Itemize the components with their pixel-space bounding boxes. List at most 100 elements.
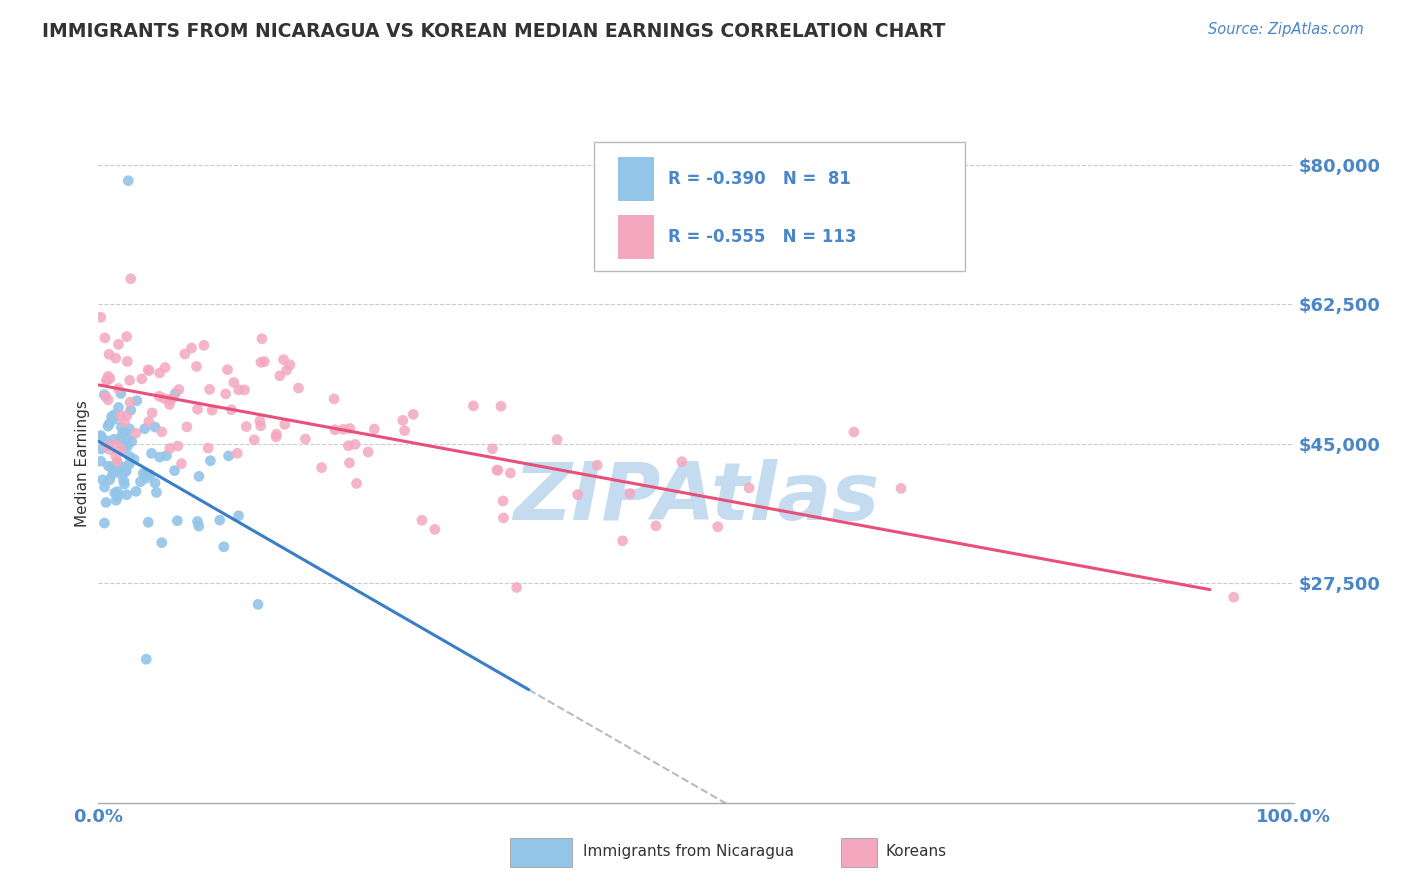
Point — [492, 511, 515, 525]
Point — [145, 485, 167, 500]
Point — [139, 467, 162, 482]
Point — [506, 581, 529, 595]
Point — [94, 331, 117, 345]
Point — [94, 390, 117, 404]
Point — [98, 442, 121, 457]
Point — [110, 409, 132, 423]
Point — [104, 351, 127, 366]
Point — [499, 466, 522, 480]
Point — [226, 446, 249, 460]
Point — [186, 402, 208, 417]
Point — [222, 376, 245, 390]
Point — [344, 437, 367, 451]
Point — [115, 488, 138, 502]
Point — [118, 450, 141, 464]
Point — [101, 459, 124, 474]
Point — [107, 382, 129, 396]
Text: Koreans: Koreans — [886, 845, 946, 859]
Point — [90, 430, 112, 444]
Point — [186, 359, 208, 374]
Point — [93, 480, 115, 494]
Point — [167, 383, 190, 397]
Point — [707, 519, 730, 533]
Point — [586, 458, 609, 473]
Point — [125, 426, 148, 441]
Point — [104, 486, 127, 500]
Point — [110, 432, 132, 446]
Point — [114, 437, 136, 451]
Point — [198, 383, 221, 397]
Point — [110, 386, 132, 401]
Point — [105, 454, 128, 468]
Point — [98, 371, 121, 385]
Point — [481, 442, 503, 456]
Point — [411, 513, 433, 527]
Point — [112, 477, 135, 491]
Point — [111, 426, 134, 441]
Point — [153, 360, 176, 375]
Point — [253, 354, 276, 368]
Point — [163, 464, 186, 478]
Point — [323, 392, 346, 406]
Point — [170, 457, 193, 471]
Point — [311, 460, 333, 475]
Point — [112, 425, 135, 439]
Point — [122, 452, 145, 467]
Point — [671, 454, 693, 468]
Point — [159, 442, 181, 456]
Point — [90, 428, 112, 442]
Point — [228, 508, 250, 523]
Point — [357, 445, 380, 459]
Point — [391, 413, 413, 427]
Point — [150, 535, 173, 549]
Point — [120, 271, 142, 285]
Point — [111, 467, 134, 482]
Point — [125, 393, 148, 408]
Point — [339, 421, 361, 435]
Point — [98, 347, 121, 361]
Point — [93, 387, 115, 401]
Point — [93, 516, 115, 530]
Point — [115, 329, 138, 343]
Point — [136, 516, 159, 530]
Point — [97, 369, 120, 384]
Point — [278, 358, 301, 372]
Point — [294, 432, 316, 446]
Point — [98, 473, 121, 487]
Point — [200, 453, 222, 467]
Point — [143, 420, 166, 434]
Point — [188, 469, 211, 483]
Point — [228, 383, 250, 397]
Point — [402, 408, 425, 422]
Point — [131, 372, 153, 386]
Point — [97, 419, 120, 434]
Point — [101, 467, 124, 481]
Point — [132, 467, 155, 481]
Point — [243, 433, 266, 447]
Point — [221, 402, 243, 417]
Point — [249, 418, 271, 433]
Point — [114, 464, 136, 478]
Point — [249, 414, 271, 428]
Point — [118, 457, 141, 471]
Point — [250, 332, 273, 346]
Text: R = -0.555   N = 113: R = -0.555 N = 113 — [668, 227, 858, 245]
Point — [155, 449, 177, 463]
Point — [567, 488, 589, 502]
Point — [112, 442, 135, 457]
Point — [103, 408, 125, 422]
Point — [103, 464, 125, 478]
Point — [247, 598, 270, 612]
Point — [159, 392, 181, 407]
Point — [149, 450, 172, 464]
Point — [98, 417, 121, 431]
Point — [1222, 591, 1246, 605]
Point — [107, 484, 129, 499]
Point — [105, 493, 128, 508]
Point — [273, 417, 295, 432]
Point — [112, 415, 135, 429]
Point — [159, 397, 181, 411]
Point — [138, 363, 160, 377]
Point — [489, 399, 512, 413]
Point — [287, 381, 309, 395]
